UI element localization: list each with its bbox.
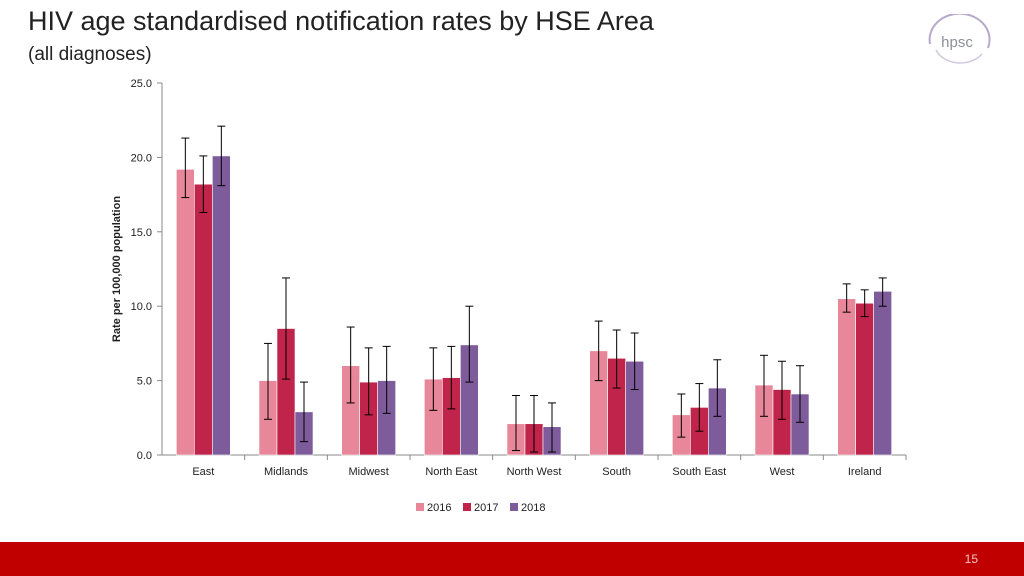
legend-swatch-2017: [463, 503, 471, 511]
y-axis-title: Rate per 100,000 population: [111, 196, 123, 342]
x-tick-label: Midlands: [264, 466, 309, 478]
y-tick-label: 5.0: [137, 376, 152, 388]
y-tick-label: 10.0: [131, 301, 152, 313]
hpsc-logo: hpsc: [928, 14, 991, 64]
x-tick-label: West: [770, 466, 795, 478]
bar-2016-ireland: [837, 298, 856, 456]
page-number: 15: [964, 552, 978, 566]
bar-2017-ireland: [855, 302, 874, 456]
legend-label-2016: 2016: [427, 502, 451, 514]
x-tick-label: Midwest: [348, 466, 388, 478]
x-tick-label: Ireland: [848, 466, 882, 478]
page-subtitle: (all diagnoses): [28, 44, 152, 65]
bar-2018-east: [212, 155, 231, 456]
y-tick-label: 15.0: [131, 227, 152, 239]
y-tick-label: 20.0: [131, 152, 152, 164]
bar-2016-east: [176, 169, 195, 456]
x-tick-label: South East: [672, 466, 726, 478]
page-title: HIV age standardised notification rates …: [28, 6, 654, 36]
legend-swatch-2018: [510, 503, 518, 511]
legend-label-2018: 2018: [521, 502, 545, 514]
x-tick-label: East: [192, 466, 214, 478]
y-tick-label: 0.0: [137, 450, 152, 462]
footer-bar: 15: [0, 542, 1024, 576]
logo-arc-inner: [935, 49, 983, 64]
x-tick-label: North West: [507, 466, 562, 478]
legend-swatch-2016: [416, 503, 424, 511]
x-tick-label: North East: [425, 466, 477, 478]
logo-arc: [928, 14, 991, 49]
bar-2017-east: [194, 183, 213, 456]
legend-label-2017: 2017: [474, 502, 498, 514]
y-tick-label: 25.0: [131, 78, 152, 90]
bar-2018-ireland: [873, 291, 892, 456]
x-tick-label: South: [602, 466, 631, 478]
logo-text: hpsc: [941, 34, 973, 51]
bar-chart: 0.0 5.0 10.0 15.0 20.0 25.0 Rate per 100,000 p…: [111, 78, 907, 514]
